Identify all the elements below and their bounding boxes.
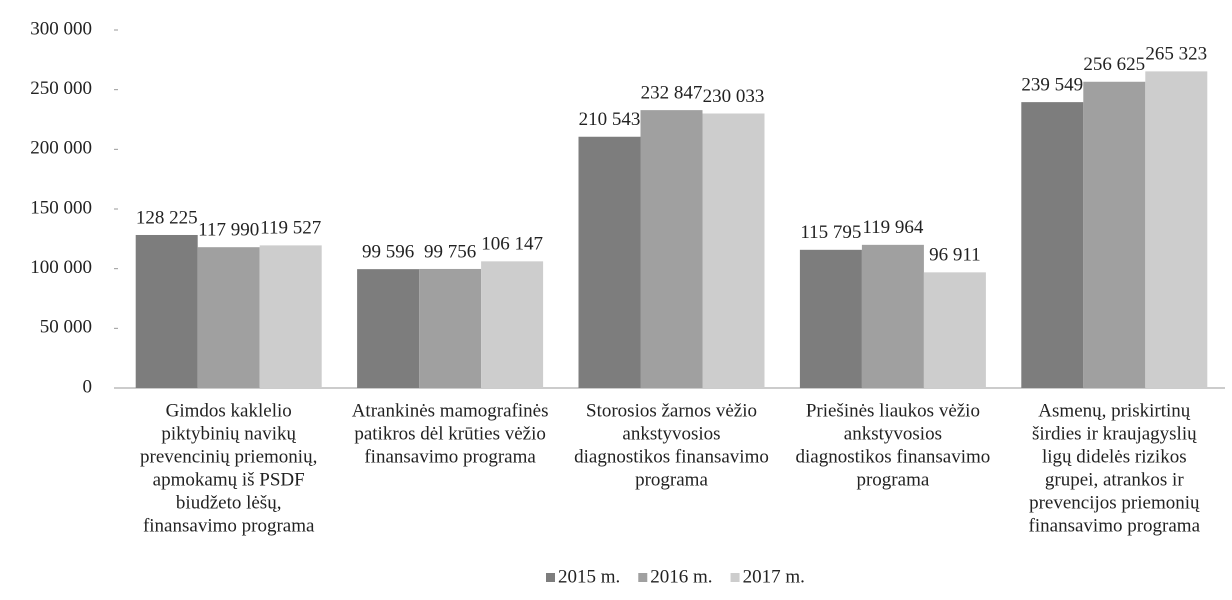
legend-swatch — [730, 573, 740, 582]
x-tick-label: patikros dėl krūties vėžio — [354, 423, 546, 444]
x-tick-label: grupei, atrankos ir — [1045, 469, 1184, 490]
value-label: 256 625 — [1083, 54, 1145, 75]
value-label: 119 964 — [862, 217, 924, 238]
value-label: 106 147 — [481, 234, 543, 255]
value-label: 210 543 — [579, 109, 641, 130]
bar — [861, 244, 924, 388]
value-label: 239 549 — [1021, 74, 1083, 95]
value-label: 265 323 — [1145, 44, 1207, 65]
legend-swatch — [546, 573, 555, 582]
x-tick-label: finansavimo programa — [1029, 515, 1201, 536]
x-tick-label: Priešinės liaukos vėžio — [806, 400, 980, 421]
legend-swatch — [638, 573, 648, 582]
value-label: 119 527 — [260, 218, 321, 239]
value-label: 115 795 — [800, 222, 861, 243]
x-tick-label: Atrankinės mamografinės — [352, 400, 549, 421]
value-label: 230 033 — [703, 86, 765, 107]
y-tick-label: 0 — [83, 376, 93, 397]
x-tick-label: širdies ir kraujagyslių — [1032, 423, 1197, 444]
bar — [197, 247, 260, 388]
bar — [923, 272, 986, 388]
x-tick-label: Asmenų, priskirtinų — [1038, 400, 1190, 421]
legend-label: 2017 m. — [743, 566, 805, 587]
value-label: 232 847 — [641, 82, 703, 103]
x-tick-label: piktybinių navikų — [161, 423, 296, 444]
y-tick-label: 50 000 — [40, 317, 92, 338]
bar — [702, 113, 765, 388]
x-tick-label: Gimdos kaklelio — [166, 400, 292, 421]
legend-label: 2016 m. — [650, 566, 712, 587]
x-tick-label: prevencinių priemonių, — [140, 446, 317, 467]
bar — [259, 245, 322, 388]
y-tick-label: 250 000 — [30, 78, 92, 99]
y-tick-label: 200 000 — [30, 138, 92, 159]
bar — [1083, 81, 1146, 388]
value-label: 99 756 — [424, 241, 476, 262]
bar — [419, 268, 482, 388]
bar — [357, 269, 420, 388]
value-label: 96 911 — [929, 245, 981, 266]
value-label: 128 225 — [136, 207, 198, 228]
bar — [481, 261, 544, 388]
x-tick-label: programa — [635, 469, 708, 490]
bar — [578, 136, 641, 388]
x-tick-label: apmokamų iš PSDF — [153, 469, 305, 490]
bar — [1145, 71, 1208, 388]
bar — [799, 249, 862, 388]
x-tick-label: ankstyvosios — [844, 423, 942, 444]
y-tick-label: 150 000 — [30, 197, 92, 218]
y-tick-label: 100 000 — [30, 257, 92, 278]
x-tick-label: diagnostikos finansavimo — [796, 446, 991, 467]
legend-label: 2015 m. — [558, 566, 620, 587]
y-tick-label: 300 000 — [30, 18, 92, 39]
x-tick-label: prevencijos priemonių — [1029, 492, 1200, 513]
value-label: 99 596 — [362, 242, 414, 263]
x-tick-label: programa — [856, 469, 929, 490]
bar — [135, 234, 198, 388]
bar — [640, 110, 703, 388]
x-tick-label: ankstyvosios — [622, 423, 720, 444]
value-label: 117 990 — [198, 220, 259, 241]
x-tick-label: Storosios žarnos vėžio — [586, 400, 757, 421]
x-tick-label: biudžeto lėšų, — [176, 492, 282, 513]
bar — [1021, 102, 1084, 389]
x-tick-label: ligų didelės rizikos — [1042, 446, 1187, 467]
x-tick-label: diagnostikos finansavimo — [574, 446, 769, 467]
x-tick-label: finansavimo programa — [143, 515, 315, 536]
x-tick-label: finansavimo programa — [364, 446, 536, 467]
